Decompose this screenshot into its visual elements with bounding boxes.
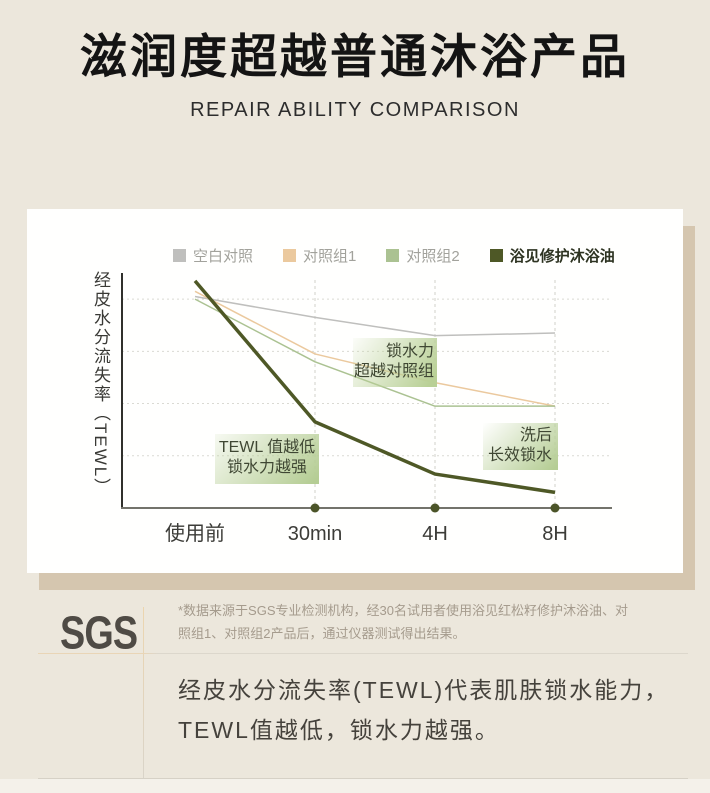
legend-swatch-icon — [283, 249, 297, 262]
chart-legend: 空白对照 对照组1 对照组2 浴见修护沐浴油 — [173, 245, 615, 266]
horizontal-divider-bottom — [38, 778, 688, 779]
chart-card: 空白对照 对照组1 对照组2 浴见修护沐浴油 经皮水分流失率（TEWL） 使用前… — [27, 209, 683, 573]
page-title: 滋润度超越普通沐浴产品 — [80, 30, 630, 85]
legend-item: 浴见修护沐浴油 — [489, 245, 615, 266]
legend-item: 对照组1 — [283, 245, 356, 266]
bottom-strip — [0, 779, 710, 793]
sgs-footnote: *数据来源于SGS专业检测机构，经30名试用者使用浴见红松籽修护沐浴油、对 照组… — [178, 603, 628, 641]
annotation-lock-water-exceeds: 锁水力 超越对照组 — [353, 338, 437, 387]
sgs-logo: SGS — [60, 606, 138, 660]
x-tick-label: 8H — [542, 523, 568, 545]
vertical-divider — [143, 607, 144, 778]
x-tick-label: 30min — [288, 523, 342, 545]
x-tick-label: 4H — [422, 523, 448, 545]
annotation-tewl-lower-better: TEWL 值越低 锁水力越强 — [215, 434, 319, 484]
axis-dot — [430, 503, 440, 513]
x-tick-label: 使用前 — [165, 522, 225, 545]
legend-label: 浴见修护沐浴油 — [509, 248, 615, 265]
horizontal-divider-top — [38, 653, 688, 654]
legend-label: 空白对照 — [193, 248, 254, 265]
legend-swatch-icon — [489, 249, 503, 262]
series-line-浴见修护沐浴油 — [193, 279, 556, 495]
legend-swatch-icon — [386, 249, 400, 262]
legend-item: 对照组2 — [386, 245, 460, 266]
legend-label: 对照组2 — [406, 248, 460, 265]
y-axis-label: 经皮水分流失率（TEWL） — [91, 271, 110, 498]
tewl-line-chart: 使用前 30min 4H 8H — [121, 273, 612, 545]
series-line-空白对照 — [194, 295, 556, 337]
annotation-long-lasting: 洗后 长效锁水 — [483, 423, 558, 470]
legend-label: 对照组1 — [303, 248, 357, 265]
tewl-description: 经皮水分流失率(TEWL)代表肌肤锁水能力， TEWL值越低，锁水力越强。 — [178, 677, 670, 743]
legend-swatch-icon — [173, 249, 186, 262]
legend-item: 空白对照 — [173, 245, 253, 266]
axis-dot — [310, 503, 320, 513]
axis-dot — [550, 503, 560, 513]
page-subtitle: REPAIR ABILITY COMPARISON — [190, 99, 520, 121]
